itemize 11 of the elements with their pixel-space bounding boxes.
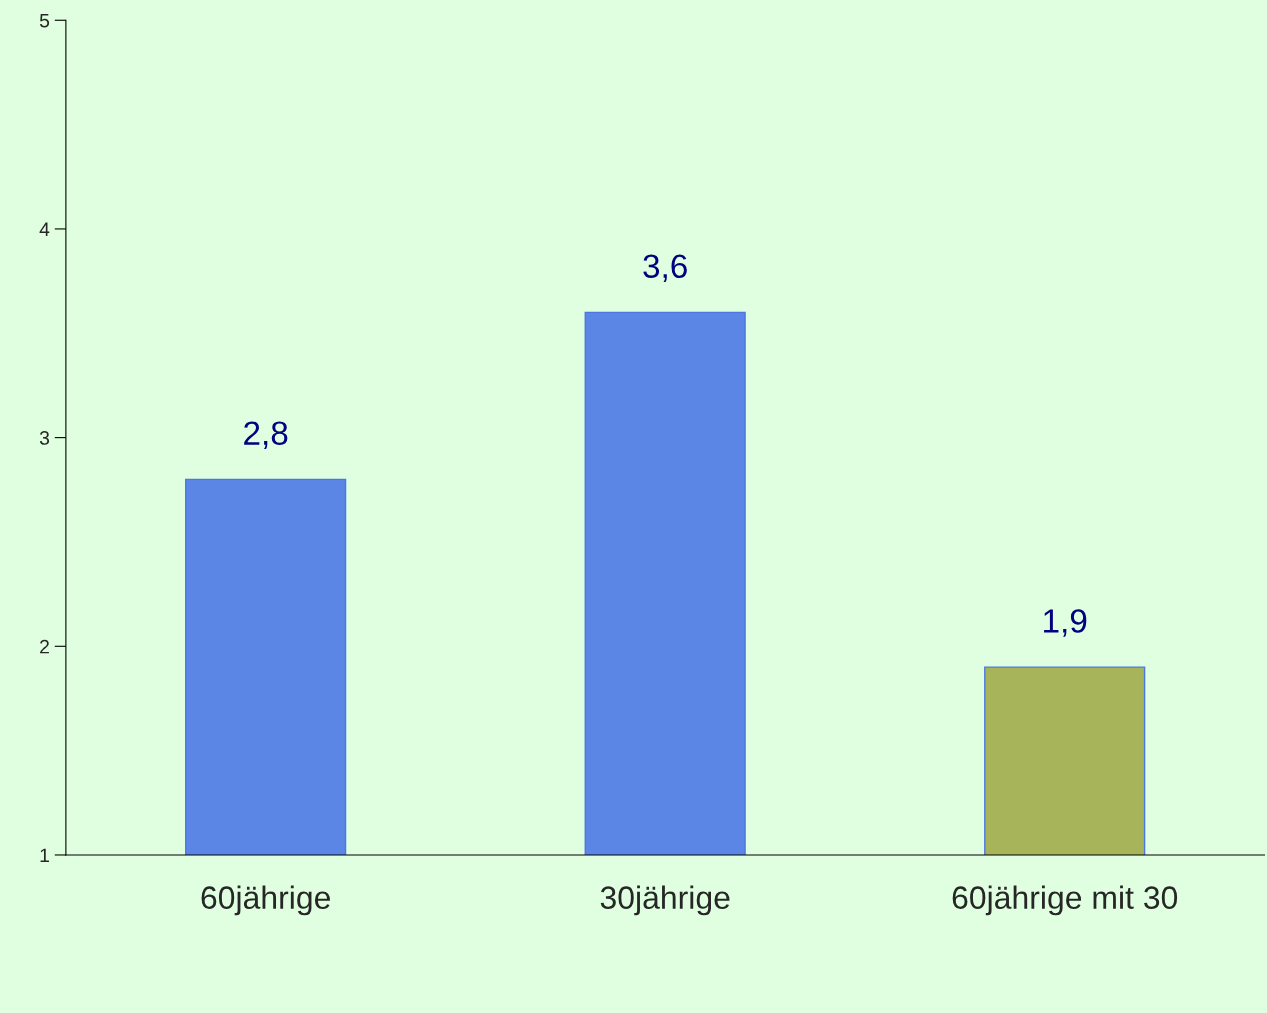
y-tick-label: 1	[40, 848, 49, 863]
y-tick-label: 3	[39, 431, 50, 445]
x-tick-label: 60jährige	[201, 885, 330, 916]
y-tick-label: 4	[39, 222, 50, 236]
x-tick-label: 60jährige mit 30	[952, 885, 1178, 916]
data-label: 3,6	[643, 254, 687, 282]
data-label: 1,9	[1044, 609, 1087, 637]
y-tick-label: 5	[39, 13, 50, 28]
y-tick-label: 2	[40, 639, 49, 654]
data-label: 2,8	[244, 421, 288, 449]
x-tick-label: 30jährige	[600, 885, 730, 916]
